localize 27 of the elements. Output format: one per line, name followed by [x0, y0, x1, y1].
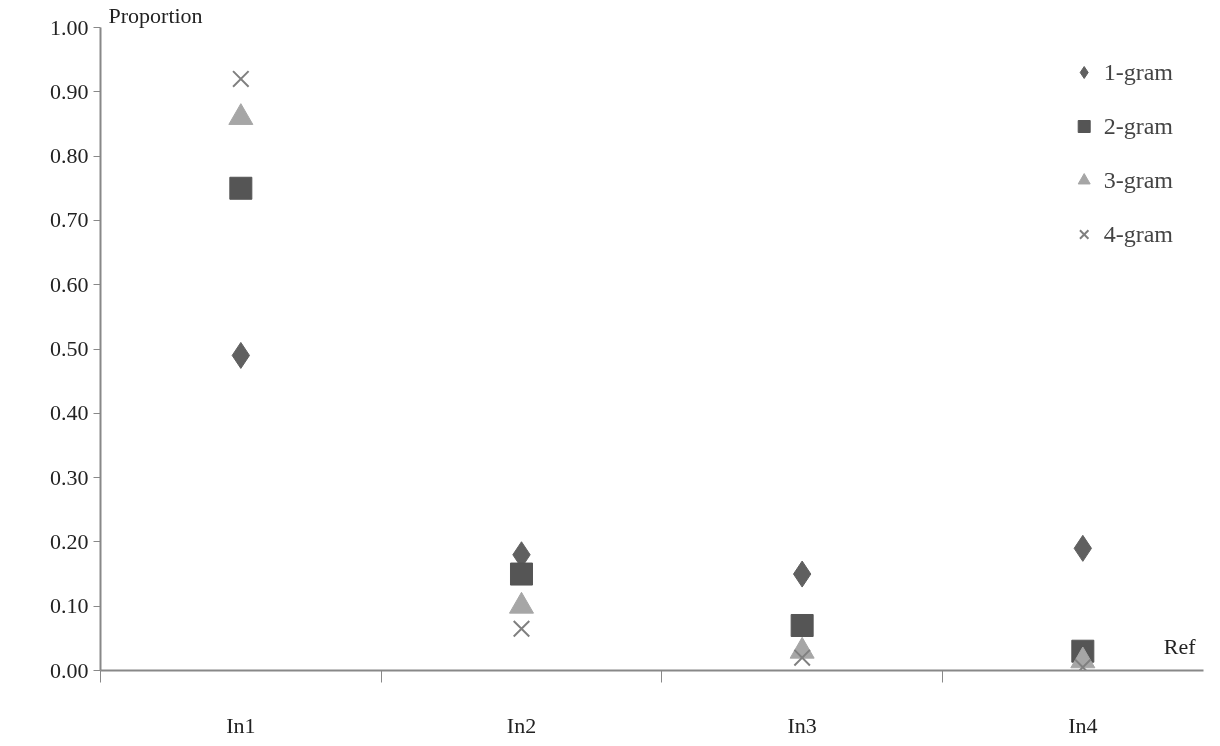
y-tick-label: 1.00 [50, 14, 89, 40]
y-tick-label: 0.40 [50, 400, 89, 426]
legend-label: 4-gram [1103, 220, 1173, 248]
y-tick-label: 0.10 [50, 593, 89, 619]
y-tick-label: 0.50 [50, 336, 89, 361]
point [790, 613, 814, 637]
y-tick-label: 0.60 [50, 271, 89, 297]
point [232, 70, 250, 88]
legend-label: 1-gram [1103, 58, 1173, 86]
y-tick-label: 0.80 [50, 143, 89, 169]
y-axis-title: Proportion [108, 2, 203, 28]
point [229, 176, 253, 200]
legend-label: 3-gram [1103, 166, 1173, 194]
legend-label: 2-gram [1103, 112, 1173, 140]
y-tick-label: 0.70 [50, 207, 89, 233]
y-tick-label: 0.20 [50, 528, 89, 554]
x-axis-title: Ref [1163, 633, 1197, 659]
y-tick-label: 0.90 [50, 78, 89, 104]
point [509, 562, 533, 586]
y-tick-label: 0.30 [50, 464, 89, 490]
point [512, 619, 531, 638]
x-tick-label: In2 [506, 712, 537, 738]
x-tick-label: In1 [226, 712, 256, 738]
y-tick-label: 0.00 [50, 657, 89, 683]
point [792, 560, 812, 588]
x-tick-label: In3 [787, 712, 817, 738]
x-tick-label: In4 [1068, 712, 1098, 738]
